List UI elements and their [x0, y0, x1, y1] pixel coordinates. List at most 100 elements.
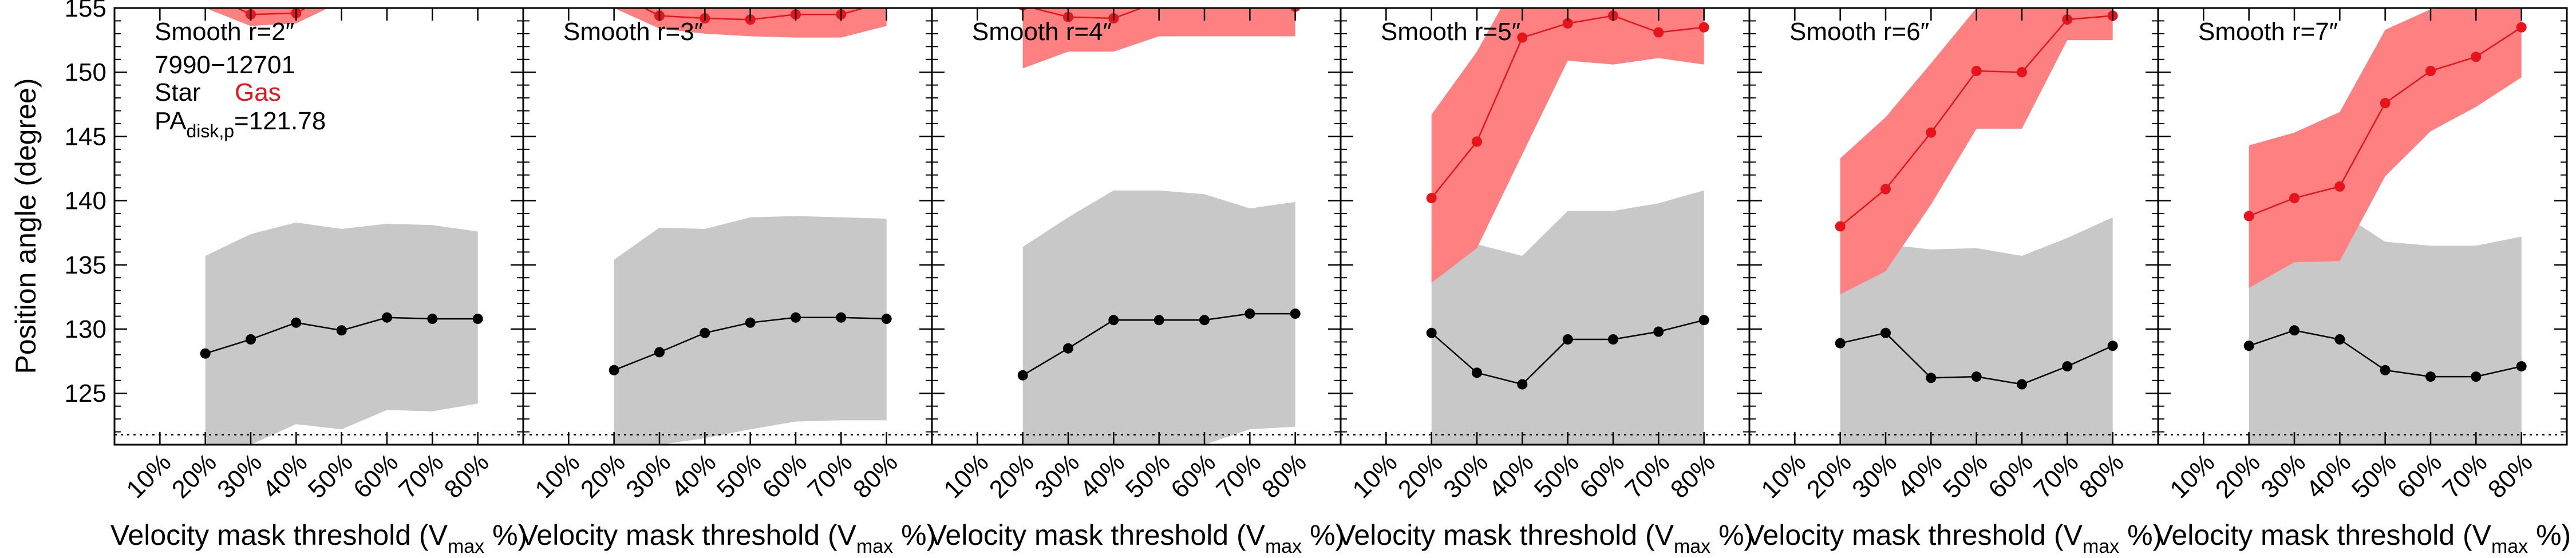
gas-point-5-40pct [1926, 127, 1937, 138]
x-tick-labels-6: 10%20%30%40%50%60%70%80% [2164, 448, 2538, 504]
pa-disk-label-sub: disk,p [186, 121, 234, 141]
plot-area-5 [1749, 8, 2158, 445]
pa-disk-label-main: PA [155, 107, 187, 135]
gas-point-5-60pct [2017, 67, 2027, 78]
star-band-6 [2249, 212, 2522, 445]
gas-point-4-80pct [1698, 22, 1709, 33]
panel-1: Smooth r=2″ 7990−12701 Star Gas PAdisk,p… [110, 7, 527, 557]
y-tick-label-130: 130 [65, 315, 106, 343]
star-point-3-70pct [1244, 308, 1255, 319]
y-tick-label-140: 140 [65, 187, 106, 215]
x-tick-label-2-10: 10% [530, 448, 585, 504]
panel-6: Smooth r=7″ 10%20%30%40%50%60%70%80% Vel… [2154, 7, 2571, 557]
star-point-5-30pct [1880, 327, 1891, 338]
star-point-5-70pct [2062, 361, 2073, 372]
x-tick-label-5-20: 20% [1801, 448, 1857, 504]
x-tick-label-4-60: 60% [1574, 448, 1630, 504]
x-axis-label-6-sub: max [2491, 536, 2528, 557]
legend-gas: Gas [235, 78, 281, 106]
x-axis-label-1: Velocity mask threshold (Vmax %) [110, 519, 527, 557]
gas-point-6-60pct [2425, 66, 2436, 76]
x-tick-label-6-70: 70% [2437, 448, 2492, 504]
x-tick-label-5-30: 30% [1847, 448, 1902, 504]
star-point-2-20pct [609, 365, 619, 375]
x-tick-label-3-80: 80% [1257, 448, 1312, 504]
star-point-6-20pct [2243, 341, 2254, 351]
x-tick-labels-2: 10%20%30%40%50%60%70%80% [530, 448, 903, 504]
x-tick-label-6-50: 50% [2346, 448, 2402, 504]
x-axis-label-2: Velocity mask threshold (Vmax %) [519, 519, 936, 557]
gas-band-6 [2249, 8, 2522, 288]
star-band-2 [614, 216, 887, 445]
x-tick-label-6-10: 10% [2164, 448, 2220, 504]
x-axis-label-2-tail: %) [893, 519, 936, 551]
x-axis-label-2-main: Velocity mask threshold (V [519, 519, 857, 551]
gas-point-3-70pct [1244, 0, 1255, 6]
x-tick-label-2-70: 70% [802, 448, 858, 504]
y-tick-label-125: 125 [65, 379, 106, 407]
star-point-5-60pct [2017, 379, 2027, 390]
panel-title-6: Smooth r=7″ [2198, 18, 2338, 46]
y-tick-label-150: 150 [65, 58, 106, 86]
x-tick-label-3-30: 30% [1029, 448, 1085, 504]
star-point-2-40pct [700, 327, 710, 338]
x-tick-label-2-40: 40% [666, 448, 721, 504]
x-tick-label-5-10: 10% [1756, 448, 1811, 504]
x-axis-label-4-main: Velocity mask threshold (V [1337, 519, 1674, 551]
panel-2: Smooth r=3″ 10%20%30%40%50%60%70%80% Vel… [519, 0, 936, 557]
x-axis-label-5-sub: max [2083, 536, 2119, 557]
x-axis-label-4: Velocity mask threshold (Vmax %) [1337, 519, 1753, 557]
y-axis-label: Position angle (degree) [10, 78, 42, 374]
x-tick-label-3-50: 50% [1120, 448, 1176, 504]
y-tick-labels: 125 130 135 140 145 150 155 [65, 0, 106, 407]
y-tick-label-145: 145 [65, 122, 106, 151]
gas-point-3-50pct [1154, 0, 1164, 7]
star-point-2-50pct [745, 317, 756, 328]
x-tick-label-2-30: 30% [621, 448, 676, 504]
x-axis-label-3-tail: %) [1302, 519, 1345, 551]
x-tick-label-4-70: 70% [1619, 448, 1675, 504]
panel-5: Smooth r=6″ 10%20%30%40%50%60%70%80% Vel… [1745, 7, 2162, 557]
x-tick-label-1-10: 10% [121, 448, 176, 504]
star-point-1-60pct [382, 312, 392, 323]
x-tick-label-6-30: 30% [2255, 448, 2311, 504]
x-axis-label-2-sub: max [856, 536, 893, 557]
x-tick-label-2-50: 50% [712, 448, 767, 504]
star-point-4-40pct [1517, 379, 1528, 390]
star-point-6-30pct [2289, 325, 2300, 336]
star-point-3-60pct [1199, 315, 1210, 326]
x-tick-label-2-60: 60% [757, 448, 812, 504]
x-tick-label-1-20: 20% [167, 448, 222, 504]
x-axis-label-3: Velocity mask threshold (Vmax %) [928, 519, 1345, 557]
gas-point-2-80pct [882, 0, 892, 7]
axes-frame-6 [2157, 7, 2568, 446]
gas-point-6-40pct [2334, 181, 2345, 192]
star-point-6-50pct [2380, 365, 2391, 375]
star-point-3-80pct [1290, 308, 1301, 319]
x-tick-label-6-40: 40% [2301, 448, 2356, 504]
x-tick-label-4-50: 50% [1529, 448, 1585, 504]
star-point-3-20pct [1017, 370, 1028, 381]
x-tick-label-3-40: 40% [1074, 448, 1130, 504]
star-point-6-60pct [2425, 371, 2436, 382]
x-tick-label-3-20: 20% [984, 448, 1040, 504]
gas-point-6-80pct [2516, 22, 2527, 33]
x-tick-label-4-20: 20% [1393, 448, 1448, 504]
y-tick-label-135: 135 [65, 251, 106, 279]
gas-point-4-40pct [1517, 32, 1528, 43]
plot-area-6 [2158, 8, 2567, 445]
x-tick-labels-3: 10%20%30%40%50%60%70%80% [938, 448, 1311, 504]
star-point-4-20pct [1426, 327, 1437, 338]
gas-point-6-20pct [2243, 211, 2254, 221]
x-axis-label-1-main: Velocity mask threshold (V [110, 519, 448, 551]
star-point-4-30pct [1472, 367, 1482, 378]
plot-area-2 [523, 0, 932, 445]
x-axis-label-5-main: Velocity mask threshold (V [1745, 519, 2083, 551]
star-point-4-60pct [1608, 334, 1618, 345]
x-tick-label-4-80: 80% [1665, 448, 1721, 504]
x-tick-label-3-10: 10% [938, 448, 994, 504]
gas-point-4-70pct [1653, 27, 1664, 38]
star-point-6-80pct [2516, 361, 2527, 372]
x-tick-label-1-80: 80% [439, 448, 495, 504]
star-point-1-50pct [336, 325, 347, 336]
